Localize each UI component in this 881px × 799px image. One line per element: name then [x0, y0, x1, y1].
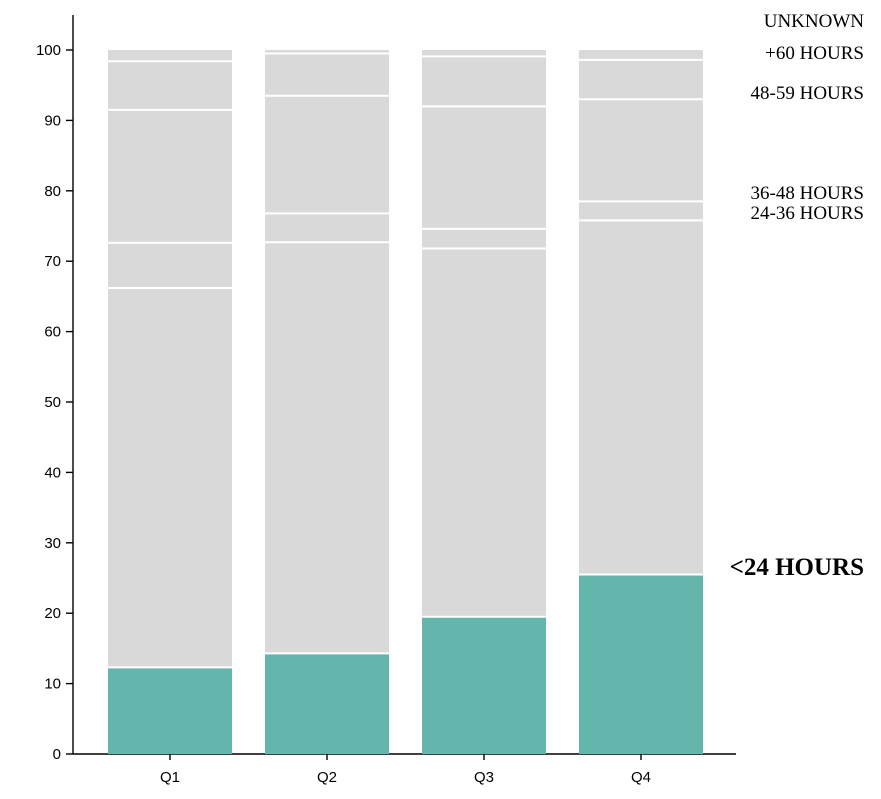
bar-segment	[265, 50, 389, 54]
bar-segment	[265, 95, 389, 214]
x-tick-label: Q2	[317, 769, 337, 786]
series-label: <24 HOURS	[730, 554, 864, 581]
bar-segment	[265, 53, 389, 96]
bar-segment	[422, 56, 546, 107]
bar-segment	[579, 99, 703, 202]
bar-segment	[579, 201, 703, 221]
series-label: 36-48 HOURS	[751, 183, 864, 204]
series-label: UNKNOWN	[764, 11, 865, 32]
bar-q3	[422, 50, 546, 754]
series-label: +60 HOURS	[765, 43, 864, 64]
bar-segment	[422, 616, 546, 754]
bar-segment	[108, 61, 232, 110]
bar-segment	[108, 287, 232, 668]
bar-segment	[108, 50, 232, 62]
y-tick-label: 40	[44, 464, 61, 481]
y-tick-label: 10	[44, 676, 61, 693]
bars	[108, 50, 703, 754]
bar-segment	[579, 50, 703, 60]
bar-q4	[579, 50, 703, 754]
series-label: 24-36 HOURS	[751, 203, 864, 224]
x-tick-label: Q1	[160, 769, 180, 786]
bar-segment	[422, 228, 546, 249]
bar-segment	[579, 574, 703, 754]
bar-q2	[265, 50, 389, 754]
y-tick-label: 0	[53, 746, 61, 763]
y-tick-label: 90	[44, 112, 61, 129]
bar-segment	[422, 248, 546, 617]
series-label: 48-59 HOURS	[751, 83, 864, 104]
y-tick-label: 20	[44, 605, 61, 622]
y-axis: 0 10 20 30 40 50 60 70 80 90 100	[36, 15, 74, 763]
x-tick-label: Q4	[631, 769, 651, 786]
y-tick-label: 80	[44, 183, 61, 200]
bar-segment	[265, 242, 389, 654]
bar-segment	[108, 667, 232, 754]
bar-segment	[422, 106, 546, 229]
bar-segment	[265, 653, 389, 754]
y-tick-label: 60	[44, 324, 61, 341]
x-axis: Q1 Q2 Q3 Q4	[73, 753, 736, 786]
y-tick-label: 100	[36, 42, 61, 59]
bar-segment	[265, 213, 389, 243]
bar-segment	[579, 59, 703, 100]
y-tick-label: 30	[44, 535, 61, 552]
bar-segment	[108, 242, 232, 288]
y-tick-label: 70	[44, 253, 61, 270]
bar-segment	[108, 109, 232, 243]
bar-segment	[579, 220, 703, 575]
bar-segment	[422, 50, 546, 57]
bar-q1	[108, 50, 232, 754]
x-tick-label: Q3	[474, 769, 494, 786]
y-tick-label: 50	[44, 394, 61, 411]
